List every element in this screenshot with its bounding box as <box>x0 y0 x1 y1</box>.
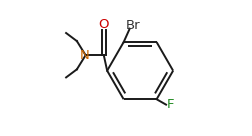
Text: F: F <box>167 98 174 111</box>
Text: O: O <box>99 18 109 31</box>
Text: Br: Br <box>126 19 140 32</box>
Text: N: N <box>80 49 90 62</box>
